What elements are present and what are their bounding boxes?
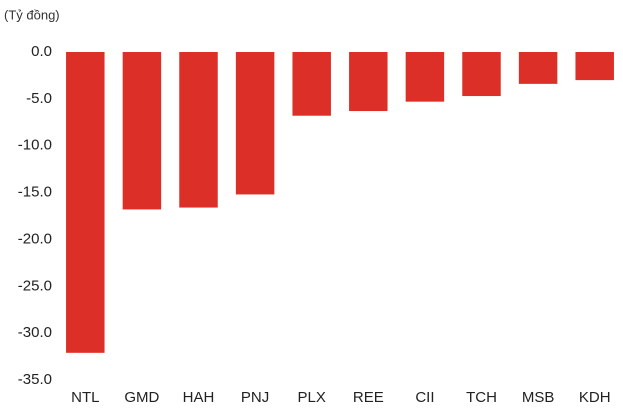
x-tick-label: GMD <box>124 389 159 406</box>
bar <box>122 52 162 210</box>
unit-label: (Tỷ đồng) <box>4 7 60 22</box>
bar <box>349 52 388 112</box>
bar <box>66 52 105 353</box>
bar <box>292 52 331 116</box>
bar <box>575 52 614 81</box>
x-tick-label: PNJ <box>241 389 269 406</box>
y-tick-label: -15.0 <box>18 184 52 201</box>
x-tick-label: HAH <box>183 389 215 406</box>
bar <box>518 52 558 84</box>
y-tick-label: -25.0 <box>18 277 52 294</box>
x-tick-label: REE <box>353 389 384 406</box>
x-tick-label: MSB <box>522 389 555 406</box>
y-tick-label: 0.0 <box>31 43 52 60</box>
y-tick-label: -10.0 <box>18 137 52 154</box>
bar <box>405 52 445 102</box>
y-tick-label: -20.0 <box>18 230 52 247</box>
y-tick-label: -35.0 <box>18 371 52 388</box>
x-tick-label: PLX <box>298 389 326 406</box>
x-tick-label: TCH <box>466 389 497 406</box>
bar <box>179 52 218 208</box>
y-tick-label: -30.0 <box>18 324 52 341</box>
x-tick-label: NTL <box>71 389 99 406</box>
bar <box>235 52 275 195</box>
y-tick-label: -5.0 <box>26 90 52 107</box>
x-tick-label: KDH <box>579 389 611 406</box>
bar <box>462 52 501 97</box>
x-tick-label: CII <box>415 389 434 406</box>
